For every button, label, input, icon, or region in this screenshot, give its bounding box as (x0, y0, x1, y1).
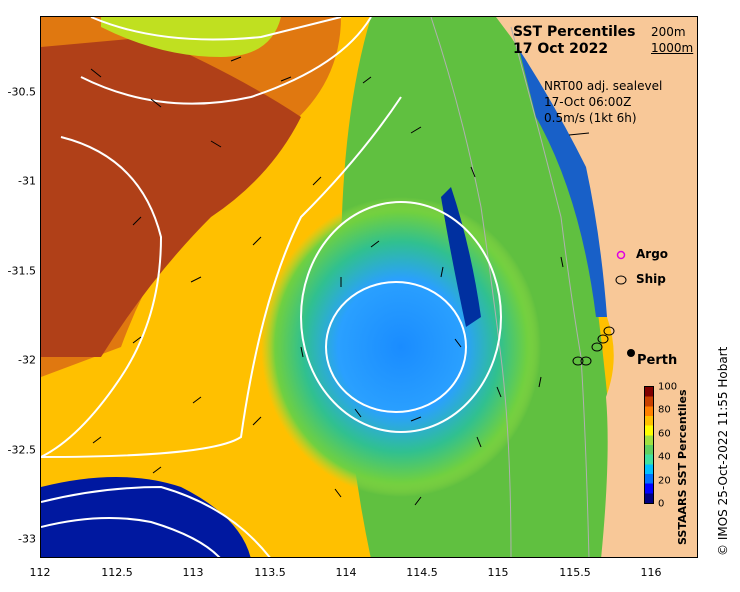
colorbar-label: SSTAARS SST Percentiles (676, 389, 689, 546)
coastal-blue-strip (511, 17, 611, 317)
y-tick: -31.5 (7, 264, 36, 278)
ship-positions (572, 326, 615, 366)
x-tick: 113 (182, 566, 204, 579)
scale-arrow (568, 132, 590, 136)
argo-legend-label: Argo (636, 247, 669, 261)
x-tick: 114.5 (406, 566, 438, 579)
map-title: SST Percentiles (513, 24, 636, 40)
x-tick: 114 (335, 566, 357, 579)
y-tick: -31 (18, 174, 36, 188)
colorbar-tick: 0 (658, 498, 665, 510)
bathymetry-200m-label: 200m (651, 25, 686, 39)
deep-blue-channel (441, 187, 481, 327)
colorbar-tick: 100 (658, 381, 678, 393)
colorbar-tick: 80 (658, 404, 671, 416)
perth-label: Perth (637, 353, 678, 368)
x-tick: 112.5 (101, 566, 133, 579)
current-scale-label: 0.5m/s (1kt 6h) (544, 111, 637, 125)
bathymetry-1000m-label: 1000m (651, 41, 694, 55)
perth-marker (627, 349, 635, 357)
map-date: 17 Oct 2022 (513, 41, 609, 57)
x-tick: 112 (29, 566, 51, 579)
y-tick: -30.5 (7, 85, 36, 99)
cold-water-region (41, 477, 251, 557)
x-tick: 116 (640, 566, 662, 579)
y-tick: -33 (18, 532, 36, 546)
credit-text: © IMOS 25-Oct-2022 11:55 Hobart (716, 346, 730, 556)
argo-legend-marker (616, 250, 626, 260)
hot-water-region (41, 37, 301, 357)
x-tick: 113.5 (254, 566, 286, 579)
isobath-200m (510, 26, 590, 557)
green-water-region (101, 17, 281, 57)
x-tick: 115.5 (559, 566, 591, 579)
sea-level-contours (41, 17, 502, 557)
colorbar (644, 386, 654, 504)
cold-eddy (261, 197, 541, 497)
y-tick: -32 (18, 353, 36, 367)
y-tick: -32.5 (7, 443, 36, 457)
colorbar-tick: 60 (658, 428, 671, 440)
current-time-label: 17-Oct 06:00Z (544, 95, 632, 109)
current-source-label: NRT00 adj. sealevel (544, 79, 663, 93)
ship-legend-marker (615, 275, 627, 285)
ship-legend-label: Ship (636, 272, 666, 286)
colorbar-tick: 40 (658, 451, 671, 463)
sst-map[interactable] (40, 16, 698, 558)
x-tick: 115 (487, 566, 509, 579)
colorbar-tick: 20 (658, 475, 671, 487)
current-vectors (90, 56, 564, 506)
isobath-1000m (430, 17, 512, 557)
